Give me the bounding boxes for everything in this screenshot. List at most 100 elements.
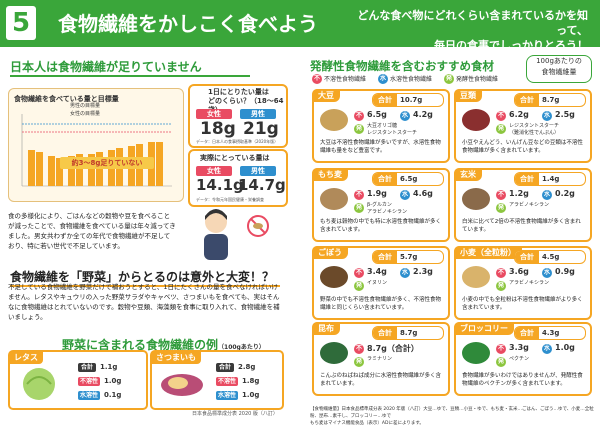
insoluble-symbol: 不 [354,190,364,200]
soluble-symbol: 水 [400,111,410,121]
chart-bar [68,156,75,186]
food-total-value: 8.7g [400,329,418,337]
fermentable-symbol: 発 [496,203,506,213]
target-female-value: 18g [200,119,236,139]
insoluble-symbol: 不 [354,111,364,121]
chart-bar [88,154,95,186]
fermentable-section-title: 発酵性食物繊維を含むおすすめ食材 [310,59,494,73]
food-description: 大豆は不溶性食物繊維が多いですが、水溶性食物繊維も量をなど豊富です。 [320,140,441,154]
page-subtitle: どんな食べ物にどれくらい含まれているかを知って、 毎日の食事でしっかりとろう！ [348,8,588,53]
veg-insol-label: 不溶性 [78,377,100,386]
food-insoluble-value: 6.5g [367,110,387,119]
chart-bar [36,152,43,186]
target-male-value: 21g [243,119,279,139]
food-fermentable-types: アラビノキシラン [509,280,550,286]
food-name: 昆布 [312,322,340,335]
food-fermentable-types: 大豆オリゴ糖 レジスタントスターチ [367,123,418,136]
shortage-banner: 約3〜8g足りていない [60,157,154,169]
soluble-symbol: 水 [542,268,552,278]
insoluble-symbol: 不 [496,344,506,354]
food-fermentable-types: レジスタントスターチ （難消化性でんぷん） [509,123,560,136]
food-fermentable-types: ラミナリン [367,356,393,362]
veg-insol-label: 不溶性 [216,377,238,386]
fermentable-symbol: 発 [354,281,364,291]
fermentable-symbol: 発 [354,357,364,367]
actual-male-label: 男性 [240,166,276,176]
food-total: 合計 10.7g [372,93,444,107]
food-fermentable-types: アラビノキシラン [509,202,550,208]
food-name: もち麦 [312,168,348,181]
soluble-symbol: 水 [542,190,552,200]
actual-question: 実際にとっている量は [200,154,270,162]
food-card: 昆布 合計 8.7g 不 8.7g（合計） 発 ラミナリン こんぶのねばねば成分に… [312,322,450,396]
footnote-line-2: もち麦はマイナス機能食品（表示）ADに差によります。 [310,421,424,426]
chart-bar [56,158,63,186]
food-total-value: 10.7g [400,96,423,104]
lettuce-icon [23,368,55,400]
food-soluble-value: 0.9g [555,267,575,276]
target-female-label: 女性 [196,109,232,119]
actual-note: データ：令和元年国民健康・栄養調査 [196,197,264,202]
food-total-label: 合計 [373,327,397,339]
unit-badge-line-1: 100gあたりの [536,57,582,65]
page-header: 5 食物繊維をかしこく食べよう どんな食べ物にどれくらい含まれているかを知って、… [0,0,600,52]
food-description: 野菜の中でも不溶性食物繊維が多く、不溶性食物繊維と同じくらい含まれています。 [320,297,442,311]
food-soluble-value: 0.2g [555,189,575,198]
food-card: ブロッコリー 合計 4.3g 不 3.3g 水 1.0g 発 ペクチン 食物繊維が… [454,322,592,396]
soluble-symbol: 水 [542,344,552,354]
food-description: 小麦の中でも全粒粉は不溶性食物繊維がより多く含まれています。 [462,297,583,311]
veg-example-unit: （100gあたり） [218,344,265,351]
page-subtitle-line-2: 毎日の食事でしっかりとろう！ [434,39,588,52]
legend-fermentable-symbol: 発 [444,74,454,84]
food-total: 合計 8.7g [514,93,586,107]
insoluble-symbol: 不 [496,190,506,200]
food-total-label: 合計 [515,94,539,106]
food-card: 玄米 合計 1.4g 不 1.2g 水 0.2g 発 アラビノキシラン 白米に比べ… [454,168,592,242]
chart-bar [76,154,83,186]
food-card: もち麦 合計 6.5g 不 1.9g 水 4.6g 発 β-グルカン アラビノキシ… [312,168,450,242]
food-insoluble-value: 3.6g [509,267,529,276]
veg-total-value: 2.8g [238,363,256,371]
food-image [320,109,348,131]
legend-female-target: 女性の目標量 [70,111,101,117]
food-soluble-value: 1.0g [555,343,575,352]
food-fermentable-types: ペクチン [509,356,530,362]
food-name: 大豆 [312,89,340,102]
veg-name: レタス [9,351,43,364]
actual-male-value: 14.7g [238,176,286,194]
food-soluble-value: 2.3g [413,267,433,276]
food-total: 合計 1.4g [514,172,586,186]
vegetables-paragraph: 不足している食物繊維を野菜だけで補おうとすると、1日にたくさんの量を食べなければ… [8,283,280,321]
actual-female-value: 14.1g [196,176,244,194]
insoluble-symbol: 不 [496,268,506,278]
legend-insoluble-symbol: 不 [312,74,322,84]
food-total-label: 合計 [515,251,539,263]
food-insoluble-value: 8.7g（合計） [367,344,419,353]
footnote-line-1: 【食物繊維量】日本食品標準成分表 2020 年版（八訂）大豆…ゆで、豆類…小豆・… [310,407,594,419]
veg-total-value: 1.1g [100,363,118,371]
legend-soluble-symbol: 水 [378,74,388,84]
food-total-value: 5.7g [400,253,418,261]
veg-insol-value: 1.8g [242,377,260,385]
fermentable-symbol: 発 [354,203,364,213]
legend-male-target: 男性の目標量 [70,103,101,109]
worried-person-illustration [204,209,269,260]
food-total-value: 6.5g [400,175,418,183]
food-insoluble-value: 1.9g [367,189,387,198]
diversification-paragraph: 食の多様化により、ごはんなどの穀物や豆を食べることが減ったことで、食物繊維を食べ… [8,212,176,250]
food-card: 小麦（全粒粉） 合計 4.5g 不 3.6g 水 0.9g 発 アラビノキシラン … [454,246,592,320]
target-question-line-1: 1日にとりたい量は [208,88,269,96]
veg-sol-value: 0.1g [104,391,122,399]
food-description: 食物繊維が多いわけではありませんが、発酵性食物繊維のペクチンが多く含まれています… [462,373,583,387]
page-title: 食物繊維をかしこく食べよう [58,12,318,36]
veg-name: さつまいも [151,351,201,364]
soluble-symbol: 水 [542,111,552,121]
veg-sol-label: 水溶性 [216,391,238,400]
veg-insol-value: 1.0g [104,377,122,385]
food-soluble-value: 2.5g [555,110,575,119]
food-image [320,342,348,364]
food-image [462,266,490,288]
legend-fermentable-label: 発酵性食物繊維 [456,76,499,83]
section-veg-example-title: 野菜に含まれる食物繊維の例（100gあたり） [62,336,265,353]
food-fermentable-types: イヌリン [367,280,388,286]
